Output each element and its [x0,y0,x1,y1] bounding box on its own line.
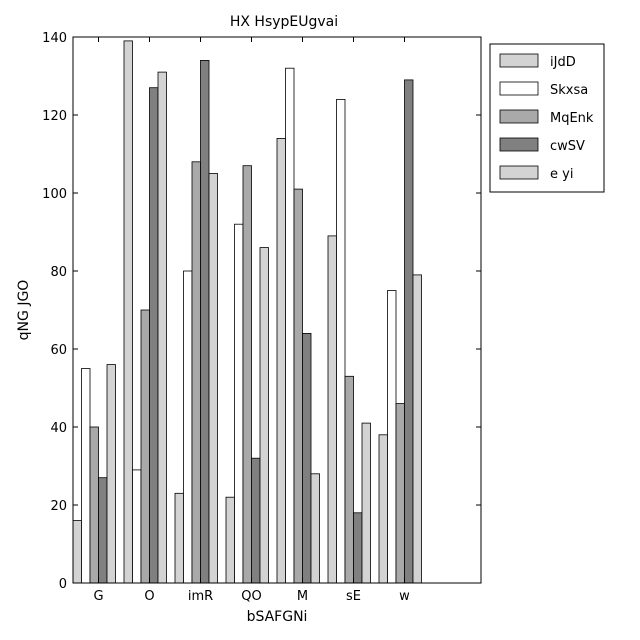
legend-swatch [499,109,539,124]
bar-imR-iJdD [174,492,184,584]
bar-M-Skxsa [285,67,295,584]
y-tick-label: 120 [42,109,67,124]
x-tick-label: M [297,589,308,604]
chart-title: HX HsypEUgvai [230,14,338,30]
bar-O-Skxsa [132,469,142,584]
legend-label: MqEnk [550,111,594,126]
y-tick-label: 140 [42,31,67,46]
x-tick-label: G [93,589,103,604]
x-tick-label: w [399,589,410,604]
y-tick-label: 100 [42,187,67,202]
x-tick-label: sE [346,589,361,604]
y-tick-label: 0 [59,577,67,592]
x-tick-label: imR [188,589,213,604]
bar-QO-iJdD [225,496,235,584]
y-axis-label: qNG JGO [16,280,32,341]
legend-label: cwSV [550,139,585,154]
bar-sE-Skxsa [336,99,346,584]
legend-label: iJdD [550,55,576,70]
x-tick-label: QO [241,589,261,604]
legend-label: Skxsa [550,83,588,98]
bar-G-MqEnk [89,426,99,584]
bar-G-iJdD [72,520,82,584]
bar-sE-e-yi [361,422,371,584]
y-tick-label: 20 [50,499,67,514]
bar-QO-cwSV [251,457,261,584]
bar-w-e-yi [412,274,422,584]
bar-sE-iJdD [327,235,337,584]
bar-sE-cwSV [353,512,363,584]
bar-G-Skxsa [81,368,91,584]
bar-QO-Skxsa [234,223,244,584]
bar-imR-e-yi [208,173,218,584]
bar-M-cwSV [302,332,312,584]
bar-w-Skxsa [387,290,397,584]
bar-sE-MqEnk [344,375,354,584]
legend-swatch [499,165,539,180]
legend: iJdD Skxsa MqEnk cwSV e yi [489,43,605,193]
bar-O-MqEnk [140,309,150,584]
plot-frame [72,36,482,584]
y-tick-label: 60 [50,343,67,358]
legend-label: e yi [550,167,573,182]
y-tick-label: 40 [50,421,67,436]
bar-imR-MqEnk [191,161,201,584]
bar-G-e-yi [106,364,116,584]
bar-M-MqEnk [293,188,303,584]
bar-w-iJdD [378,434,388,584]
bar-M-iJdD [276,137,286,584]
y-tick-label: 80 [50,265,67,280]
bar-O-e-yi [157,71,167,584]
bar-M-e-yi [310,473,320,584]
y-axis-ticks: 0 20 40 60 80 100 120 140 [42,31,481,592]
x-tick-label: O [144,589,154,604]
bars-group [72,40,422,584]
legend-swatch [499,81,539,96]
bar-G-cwSV [98,477,108,584]
bar-imR-cwSV [200,60,210,584]
bar-O-cwSV [149,87,159,584]
bar-imR-Skxsa [183,270,193,584]
bar-QO-MqEnk [242,165,252,584]
legend-swatch [499,137,539,152]
legend-swatch [499,53,539,68]
bar-O-iJdD [123,40,133,584]
x-axis-label: bSAFGNi [247,609,308,625]
bar-w-cwSV [404,79,414,584]
bar-w-MqEnk [395,403,405,584]
bar-QO-e-yi [259,247,269,584]
